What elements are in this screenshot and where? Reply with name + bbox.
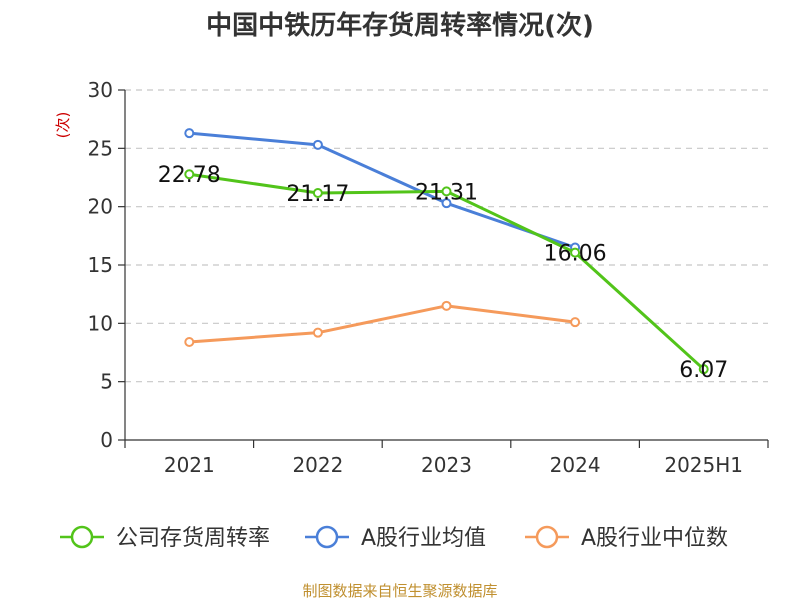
data-label: 21.31 — [415, 180, 478, 205]
data-label: 16.06 — [544, 242, 607, 267]
series-point — [698, 364, 709, 375]
y-tick-label: 30 — [88, 78, 113, 102]
y-axis-unit-label: (次) — [54, 112, 72, 139]
grid-lines — [125, 89, 768, 383]
series-line — [189, 304, 576, 344]
series-point — [184, 128, 195, 139]
series-point — [184, 169, 195, 180]
x-tick-label: 2024 — [550, 453, 601, 477]
data-label: 6.07 — [679, 358, 728, 383]
series-point — [570, 247, 581, 258]
legend-marker — [315, 525, 339, 549]
data-labels: 22.78 21.17 21.31 16.06 6.07 — [158, 163, 728, 383]
series-point — [441, 186, 452, 197]
legend-label: 公司存货周转率 — [116, 526, 270, 551]
legend-marker — [70, 525, 94, 549]
y-tick-label: 20 — [88, 195, 113, 219]
y-tick-label: 5 — [100, 370, 113, 394]
data-label: 21.17 — [286, 182, 349, 207]
series-point — [312, 139, 323, 150]
y-tick-label: 0 — [100, 428, 113, 452]
series-point — [570, 317, 581, 328]
chart-title: 中国中铁历年存货周转率情况(次) — [206, 10, 594, 41]
series-point — [441, 198, 452, 209]
series-lines — [184, 128, 709, 375]
y-tick-label: 25 — [88, 136, 113, 160]
x-tick-label: 2022 — [292, 453, 343, 477]
series-point — [441, 300, 452, 311]
legend: 公司存货周转率 A股行业均值 A股行业中位数 — [60, 525, 728, 551]
series-point — [312, 188, 323, 199]
legend-label: A股行业中位数 — [581, 526, 728, 551]
y-tick-label: 15 — [88, 253, 113, 277]
axes: 0 5 10 15 20 25 30 2021 2022 2023 2024 2025H1 — [88, 78, 769, 477]
x-tick-label: 2023 — [421, 453, 472, 477]
source-note: 制图数据来自恒生聚源数据库 — [302, 582, 497, 600]
y-tick-label: 10 — [88, 311, 113, 335]
legend-marker — [535, 525, 559, 549]
series-point — [184, 337, 195, 347]
x-tick-label: 2021 — [164, 453, 215, 477]
x-tick-label: 2025H1 — [664, 453, 743, 477]
data-label: 22.78 — [158, 163, 221, 188]
legend-label: A股行业均值 — [361, 526, 486, 551]
series-line — [189, 131, 576, 249]
series-point — [312, 327, 323, 338]
